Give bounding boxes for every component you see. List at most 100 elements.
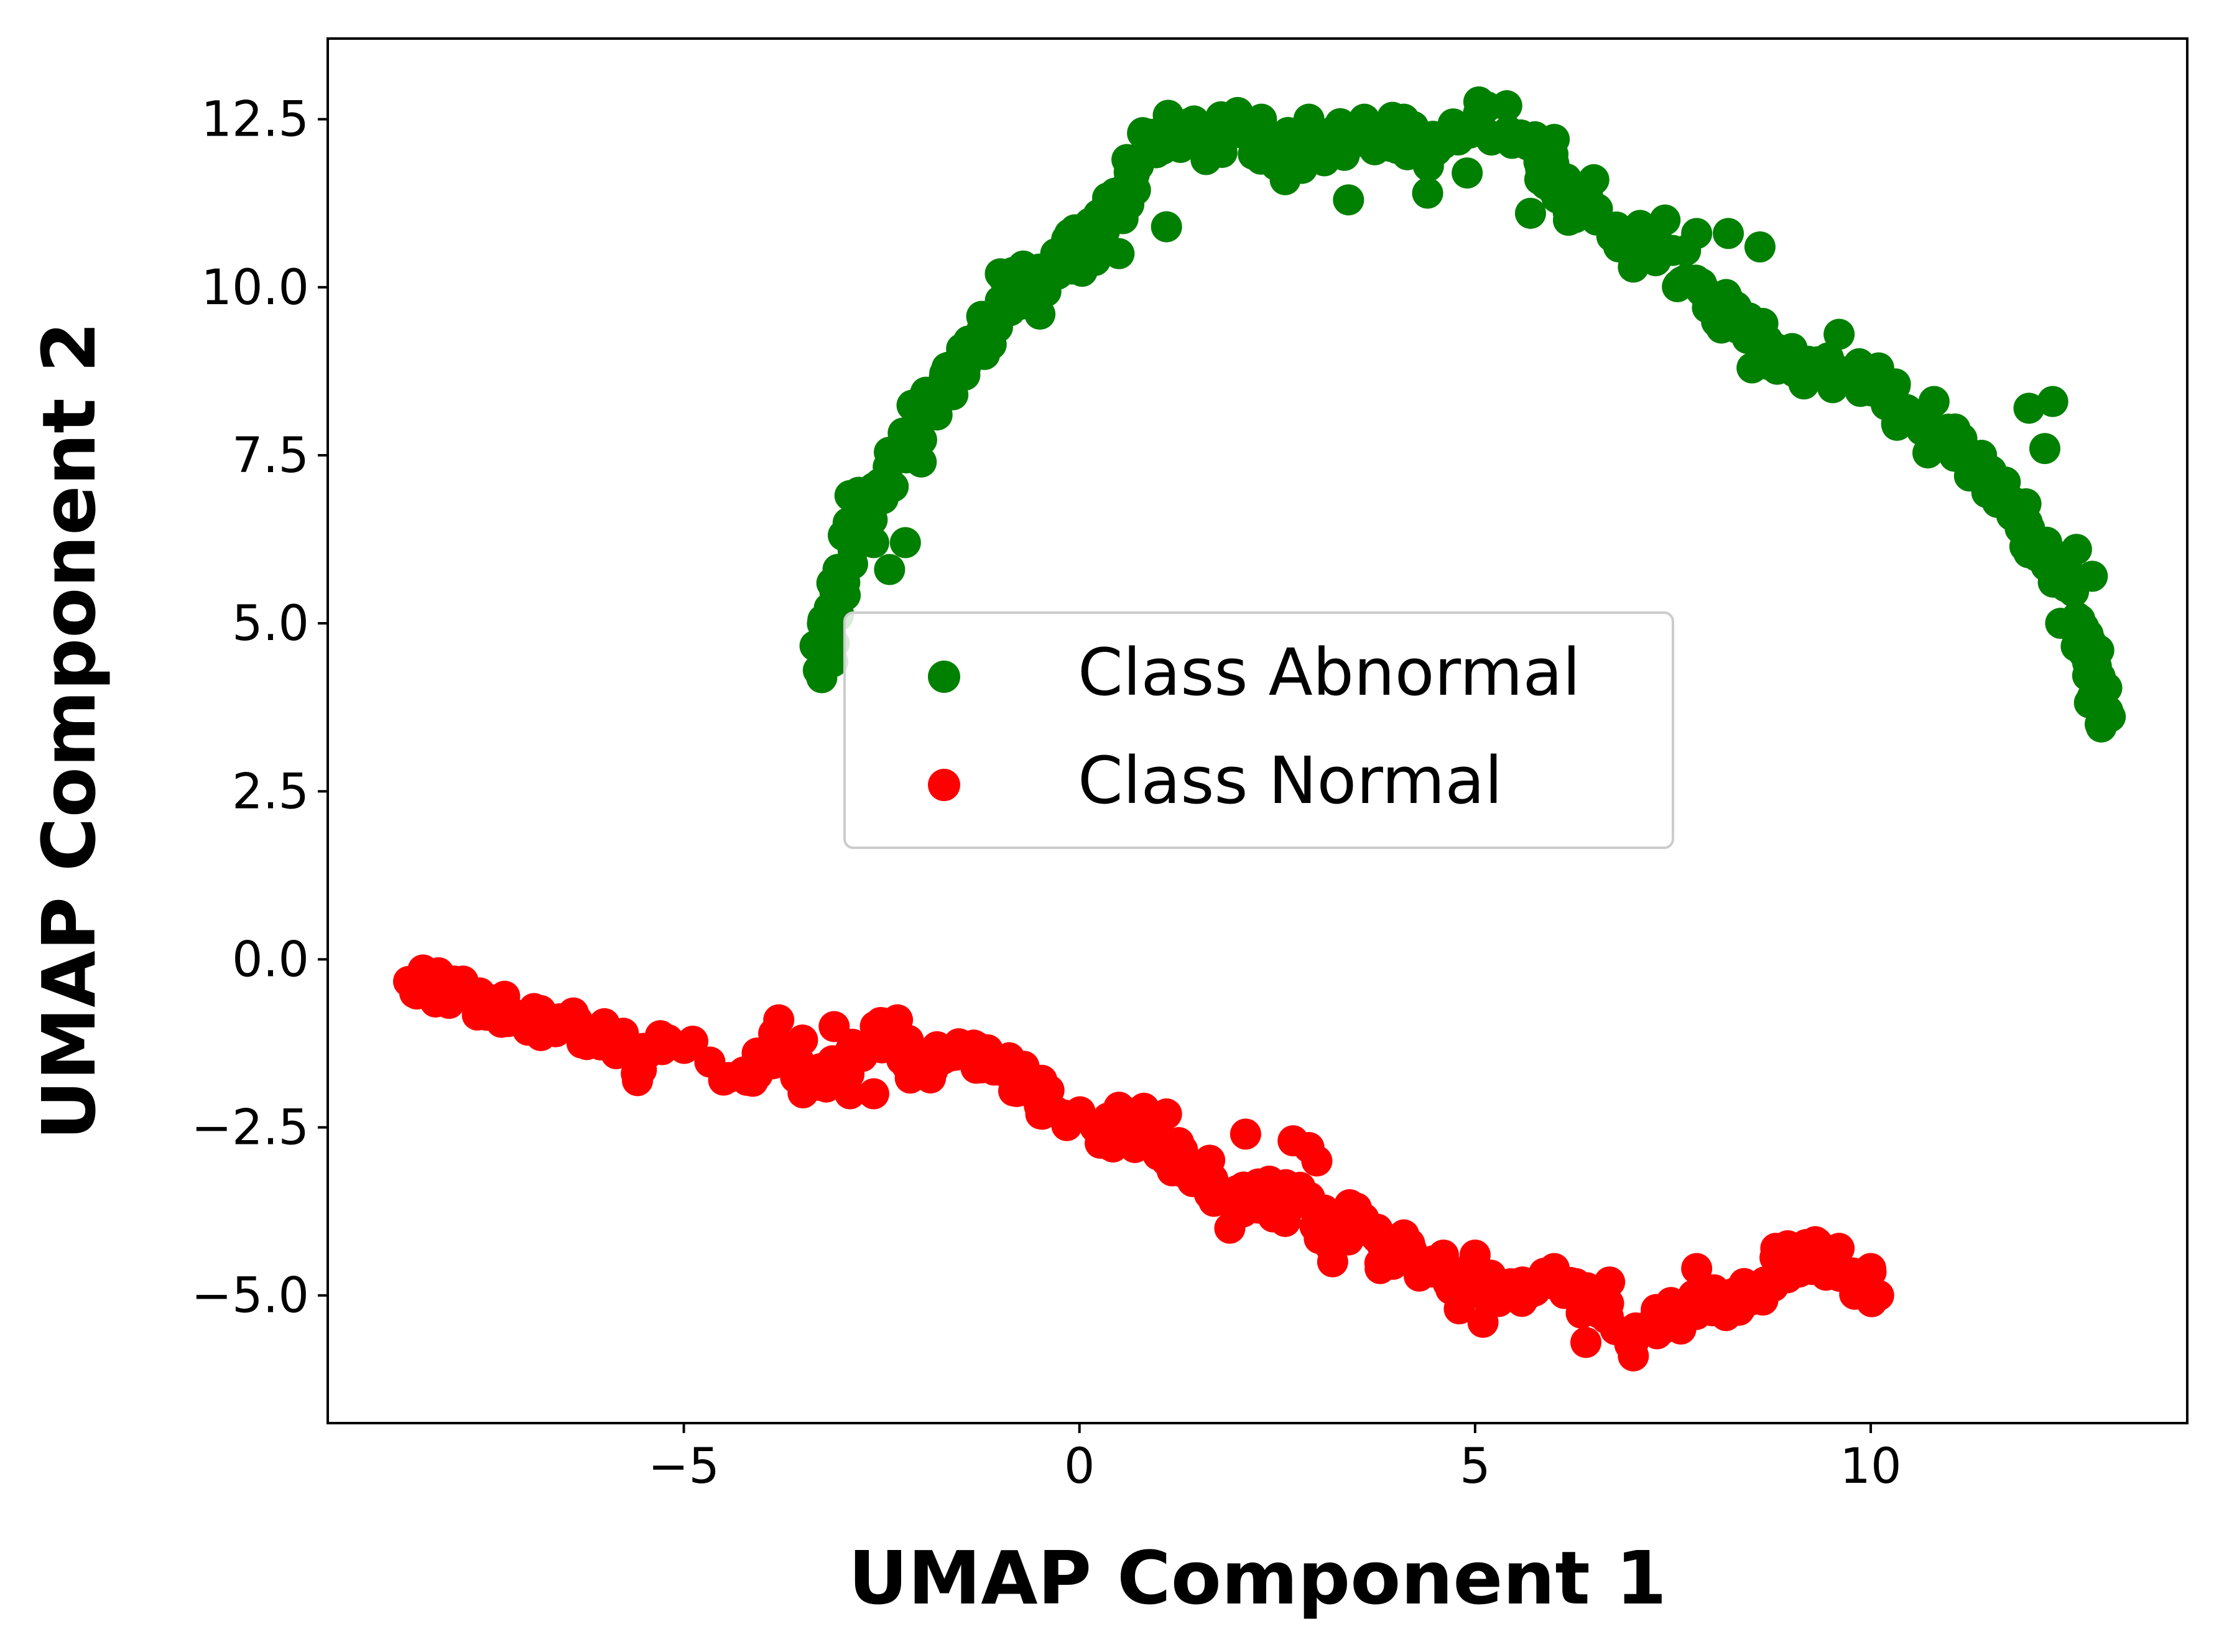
data-point [1863, 352, 1894, 384]
data-point [1539, 124, 1570, 155]
x-axis-title: UMAP Component 1 [848, 1535, 1667, 1621]
data-point [2045, 608, 2077, 639]
legend-marker-normal [928, 769, 960, 801]
data-point [827, 554, 858, 585]
data-point [984, 258, 1016, 290]
plot-frame [327, 37, 2189, 1424]
data-point [961, 1031, 993, 1062]
data-point [1768, 352, 1800, 384]
data-point [858, 527, 889, 559]
data-point [1823, 1233, 1855, 1265]
data-point [1823, 318, 1855, 350]
data-point [462, 991, 494, 1023]
data-point [818, 1011, 850, 1042]
data-point [818, 628, 850, 659]
data-point [1190, 144, 1222, 175]
legend-frame [843, 611, 1674, 849]
data-point [1966, 439, 1998, 471]
data-point [1507, 1266, 1539, 1298]
data-point [1080, 244, 1111, 276]
data-point [1301, 1145, 1333, 1177]
y-tick-label: −2.5 [192, 1100, 309, 1156]
data-point [1578, 164, 1610, 195]
data-point [1404, 1260, 1435, 1291]
data-point [882, 1004, 914, 1036]
data-point [921, 1031, 953, 1062]
data-point [1618, 251, 1649, 283]
data-point [1174, 1159, 1206, 1190]
data-point [1254, 1165, 1285, 1197]
legend-marker-abnormal [928, 661, 960, 693]
data-point [1412, 177, 1443, 209]
data-point [1665, 1313, 1697, 1345]
data-point [2060, 534, 2092, 565]
data-point [1736, 352, 1768, 384]
data-point [969, 338, 1001, 370]
data-point [2077, 560, 2108, 592]
legend-label-abnormal: Class Abnormal [1078, 634, 1580, 710]
data-point [1863, 1279, 1894, 1311]
data-point [1760, 1233, 1792, 1265]
data-point [1103, 238, 1135, 269]
data-point [802, 654, 834, 686]
data-point [1198, 1186, 1230, 1217]
x-tick-label: 5 [1460, 1439, 1491, 1495]
data-point [1151, 211, 1182, 243]
y-tick-label: 5.0 [232, 596, 309, 652]
legend: Class Abnormal Class Normal [843, 611, 1674, 849]
data-point [1452, 157, 1483, 189]
data-point [677, 1025, 708, 1057]
data-point [1341, 1192, 1373, 1224]
data-point [1151, 1145, 1182, 1177]
data-point [621, 1058, 652, 1090]
data-point [1855, 1253, 1887, 1284]
data-point [1000, 1058, 1032, 1090]
data-point [834, 480, 866, 511]
data-point [1705, 1286, 1736, 1318]
data-point [1040, 238, 1072, 269]
data-point [1467, 90, 1499, 122]
y-axis: −5.0 −2.5 0.0 2.5 5.0 7.5 10.0 12.5 [192, 92, 328, 1324]
plot-area [327, 37, 2189, 1424]
data-point [810, 1071, 842, 1103]
data-point [2029, 433, 2060, 465]
data-point [2013, 392, 2045, 424]
data-point [1293, 103, 1325, 135]
data-point [1443, 1293, 1475, 1325]
x-axis: −5 0 5 10 [648, 1423, 1902, 1495]
data-point [2021, 541, 2053, 572]
data-point [1167, 110, 1198, 142]
series-normal [393, 954, 1894, 1371]
y-tick-label: 10.0 [201, 260, 309, 316]
data-point [399, 977, 430, 1009]
data-point [889, 527, 921, 559]
data-point [1514, 197, 1546, 229]
data-point [2037, 386, 2068, 417]
data-point [423, 957, 455, 989]
x-tick-label: −5 [648, 1439, 720, 1495]
data-point [1080, 1111, 1111, 1143]
data-point [1570, 1327, 1602, 1358]
data-point [1744, 231, 1776, 262]
data-point [1428, 1239, 1459, 1271]
data-point [2085, 708, 2116, 740]
data-point [1388, 1219, 1420, 1251]
data-point [1981, 486, 2013, 518]
y-tick-label: −5.0 [192, 1268, 309, 1324]
data-point [1364, 1253, 1396, 1284]
data-point [906, 446, 937, 478]
data-point [1681, 218, 1713, 249]
legend-label-normal: Class Normal [1078, 743, 1503, 819]
data-point [1317, 1246, 1348, 1278]
data-point [1333, 184, 1364, 216]
x-tick-label: 10 [1840, 1439, 1901, 1495]
data-point [1269, 1205, 1301, 1237]
x-tick-label: 0 [1064, 1439, 1095, 1495]
data-point [1222, 96, 1254, 128]
data-point [858, 1078, 889, 1110]
data-point [763, 1004, 795, 1036]
y-axis-title: UMAP Component 2 [26, 322, 112, 1140]
data-point [1119, 1131, 1151, 1163]
data-point [1103, 1092, 1135, 1123]
